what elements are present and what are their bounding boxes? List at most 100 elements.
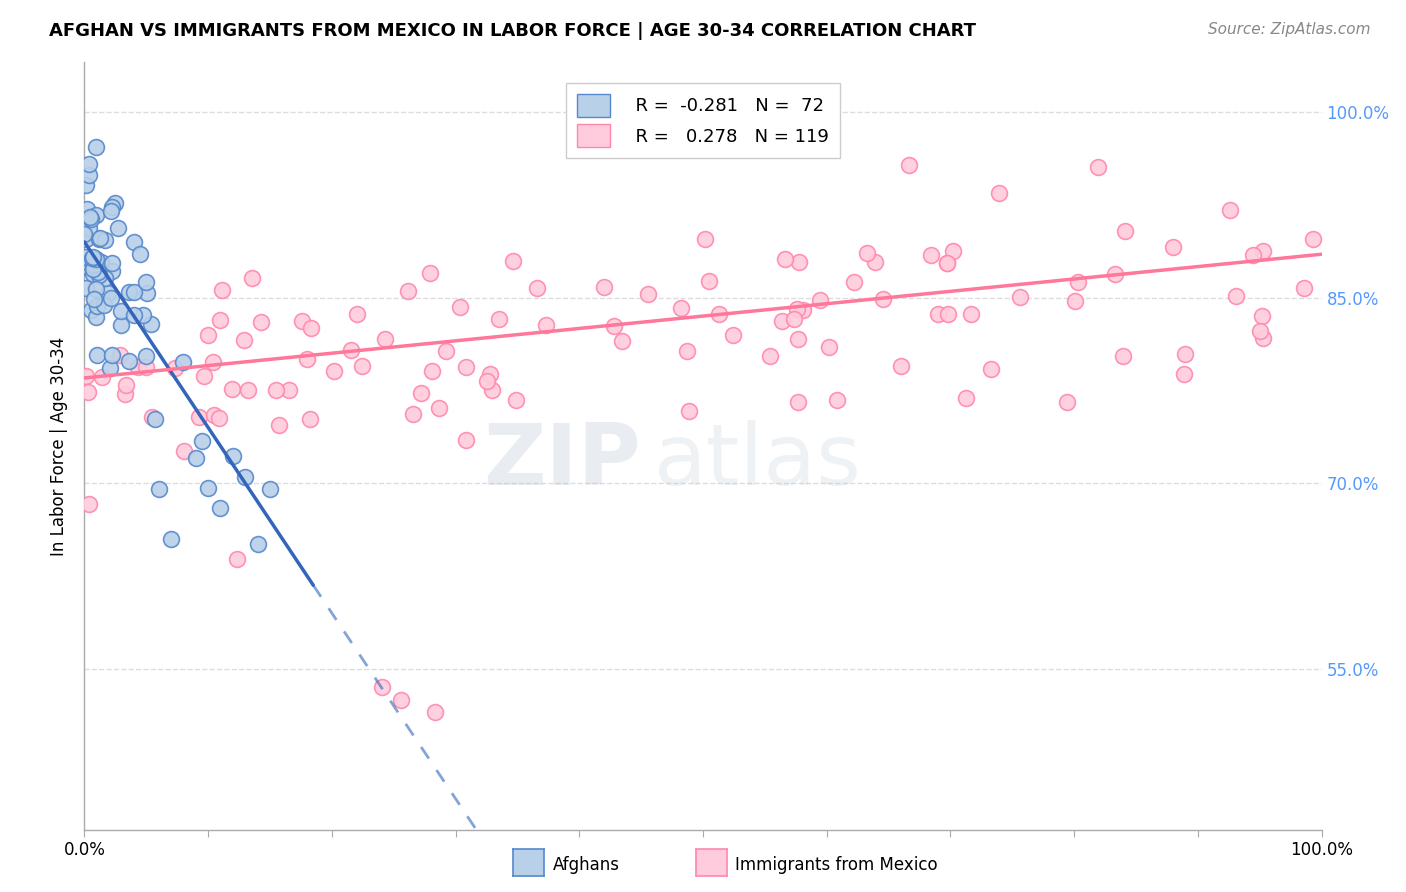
Point	[1241, 247, 1264, 261]
Point	[86, 299, 108, 313]
Point	[637, 287, 659, 301]
Point	[77, 385, 100, 400]
Point	[402, 408, 425, 422]
Point	[233, 334, 256, 348]
Point	[75, 281, 97, 295]
Point	[298, 412, 321, 426]
Point	[721, 327, 744, 342]
Point	[979, 362, 1001, 376]
Point	[79, 303, 101, 318]
Point	[208, 312, 231, 326]
Point	[481, 383, 503, 397]
Point	[1104, 267, 1126, 281]
Point	[1064, 293, 1087, 308]
Point	[86, 282, 108, 296]
Point	[475, 374, 498, 388]
Point	[695, 231, 717, 245]
Point	[479, 367, 502, 381]
Point	[141, 409, 163, 424]
Point	[1292, 280, 1315, 294]
Point	[77, 220, 100, 235]
Point	[1161, 240, 1184, 254]
Point	[420, 364, 443, 378]
Point	[122, 235, 145, 250]
Point	[346, 307, 368, 321]
Point	[77, 157, 100, 171]
Point	[669, 301, 692, 315]
Point	[118, 353, 141, 368]
Point	[897, 158, 920, 172]
Text: Source: ZipAtlas.com: Source: ZipAtlas.com	[1208, 22, 1371, 37]
Point	[941, 244, 963, 258]
Point	[936, 307, 959, 321]
Point	[100, 200, 122, 214]
Point	[90, 255, 112, 269]
Point	[526, 281, 548, 295]
Point	[93, 298, 115, 312]
Point	[83, 293, 105, 307]
Point	[505, 392, 527, 407]
Point	[118, 285, 141, 300]
Point	[592, 280, 614, 294]
Point	[423, 705, 446, 719]
Point	[122, 308, 145, 322]
Point	[502, 254, 524, 268]
Point	[792, 302, 814, 317]
Point	[79, 211, 101, 225]
Point	[697, 274, 720, 288]
Point	[173, 444, 195, 458]
Point	[132, 309, 155, 323]
Point	[955, 391, 977, 405]
Point	[676, 343, 699, 358]
Point	[82, 267, 104, 281]
Point	[264, 384, 287, 398]
Text: Afghans: Afghans	[553, 856, 620, 874]
Point	[295, 351, 318, 366]
Point	[184, 451, 207, 466]
Point	[82, 258, 104, 272]
Point	[136, 286, 159, 301]
Point	[449, 300, 471, 314]
Point	[233, 469, 256, 483]
Point	[240, 271, 263, 285]
Point	[1251, 330, 1274, 344]
Point	[920, 248, 942, 262]
Point	[87, 231, 110, 245]
Point	[454, 433, 477, 447]
Point	[86, 349, 108, 363]
Point	[202, 408, 225, 422]
Point	[84, 257, 107, 271]
Point	[936, 256, 959, 270]
Point	[988, 186, 1011, 201]
Point	[236, 383, 259, 397]
Point	[825, 392, 848, 407]
Point	[1173, 367, 1195, 381]
Point	[842, 275, 865, 289]
Point	[110, 318, 132, 332]
Point	[534, 318, 557, 332]
Point	[98, 361, 121, 376]
Point	[100, 204, 122, 219]
Point	[1112, 350, 1135, 364]
Point	[1114, 224, 1136, 238]
Point	[707, 307, 730, 321]
Point	[1056, 394, 1078, 409]
Point	[1087, 160, 1109, 174]
Point	[82, 251, 104, 265]
Point	[77, 168, 100, 182]
Point	[197, 482, 219, 496]
Point	[783, 312, 806, 326]
Point	[787, 332, 810, 346]
Point	[890, 359, 912, 374]
Point	[163, 360, 186, 375]
Point	[141, 317, 163, 331]
Point	[148, 483, 170, 497]
Text: ZIP: ZIP	[484, 420, 641, 503]
Point	[82, 251, 104, 265]
Point	[612, 334, 634, 349]
Point	[222, 449, 245, 463]
Point	[225, 552, 247, 566]
Point	[246, 536, 269, 550]
Point	[291, 313, 314, 327]
Point	[101, 347, 124, 361]
